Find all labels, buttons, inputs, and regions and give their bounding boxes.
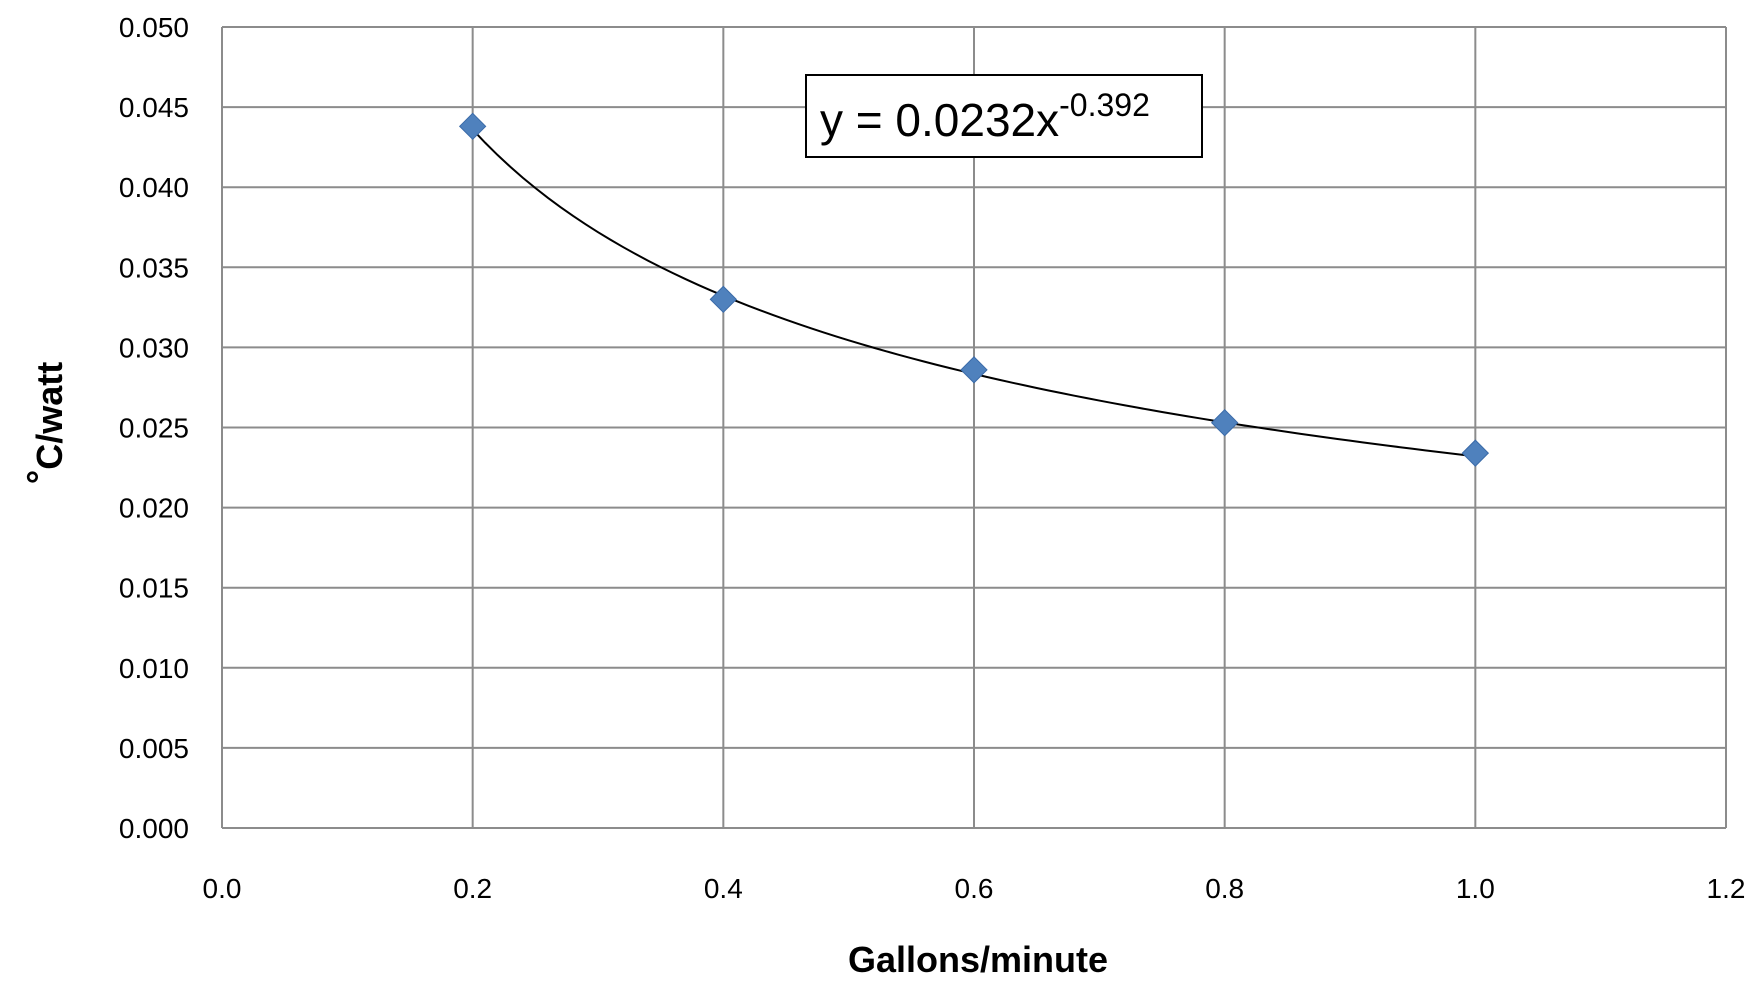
y-tick-label: 0.000: [119, 813, 189, 844]
data-point: [1210, 408, 1239, 437]
data-point: [1461, 439, 1490, 467]
x-tick-label: 0.2: [453, 873, 492, 904]
y-axis-title-rest: C/watt: [29, 362, 70, 470]
y-tick-label: 0.005: [119, 733, 189, 764]
y-tick-label: 0.040: [119, 172, 189, 203]
x-tick-label: 0.0: [203, 873, 242, 904]
data-point: [709, 285, 738, 314]
y-tick-label: 0.035: [119, 252, 189, 283]
equation-exponent: -0.392: [1059, 87, 1150, 123]
axes: [221, 27, 1726, 829]
y-axis-title: °C/watt: [19, 362, 70, 484]
equation-main: y = 0.0232x: [820, 94, 1059, 146]
y-tick-label: 0.025: [119, 413, 189, 444]
x-tick-label: 0.4: [704, 873, 743, 904]
y-tick-label: 0.045: [119, 92, 189, 123]
data-point: [458, 112, 487, 141]
x-tick-label: 1.2: [1707, 873, 1746, 904]
y-tick-label: 0.030: [119, 332, 189, 363]
tick-labels: 0.000 0.005 0.010 0.015 0.020 0.025 0.030 0.035…: [119, 12, 1746, 904]
y-tick-label: 0.020: [119, 493, 189, 524]
y-axis-title-degree: °: [19, 470, 60, 484]
y-tick-label: 0.050: [119, 12, 189, 43]
y-tick-label: 0.015: [119, 573, 189, 604]
x-axis-title: Gallons/minute: [848, 939, 1108, 980]
data-point: [960, 356, 988, 384]
x-tick-label: 0.6: [955, 873, 994, 904]
x-tick-label: 0.8: [1205, 873, 1244, 904]
x-tick-label: 1.0: [1456, 873, 1495, 904]
trendline-equation: y = 0.0232x-0.392: [820, 87, 1150, 146]
data-points: [458, 112, 1490, 467]
trendline-equation-box: y = 0.0232x-0.392: [805, 74, 1203, 158]
y-tick-label: 0.010: [119, 653, 189, 684]
